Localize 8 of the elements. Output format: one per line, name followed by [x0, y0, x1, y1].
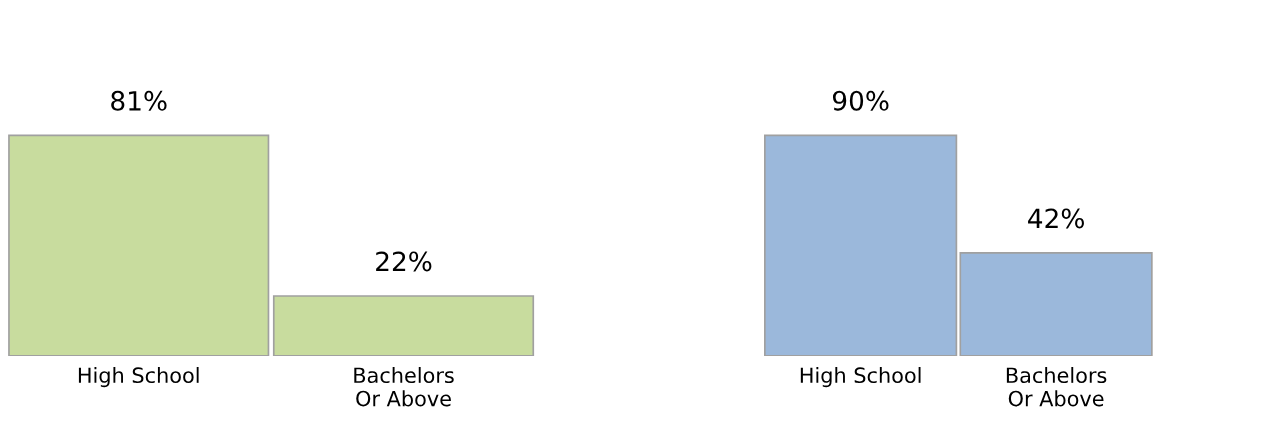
data-label: 81%: [111, 90, 167, 111]
x-tick-label: Bachelors Or Above: [354, 366, 454, 407]
data-label: 90%: [832, 90, 889, 111]
x-tick-label: Bachelors Or Above: [1006, 366, 1107, 407]
x-tick-label: High School: [78, 366, 199, 388]
data-label: 22%: [376, 251, 432, 272]
x-tick-label: High School: [800, 366, 921, 388]
data-label: 42%: [1028, 208, 1084, 229]
